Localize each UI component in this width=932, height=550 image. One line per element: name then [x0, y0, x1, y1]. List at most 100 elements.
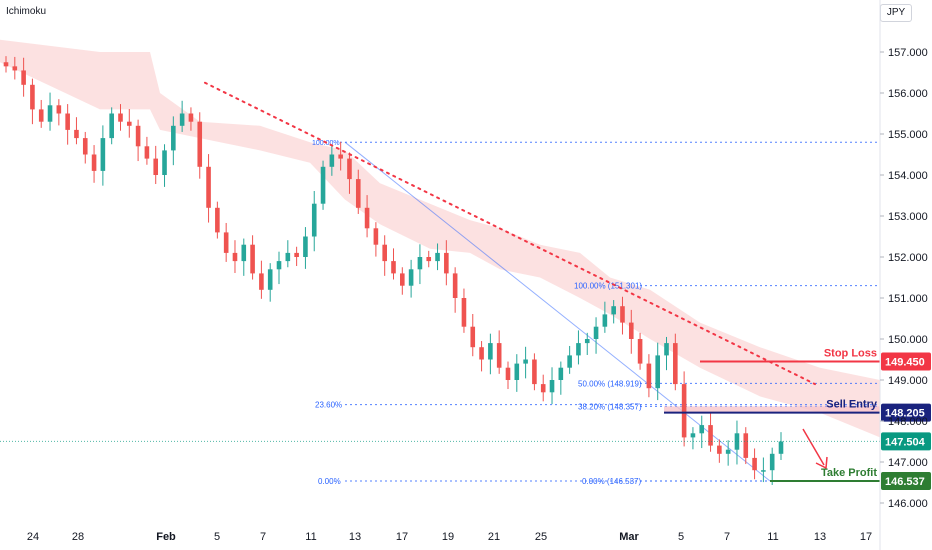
arrow-head-icon [815, 456, 828, 470]
candle-body [126, 121, 132, 126]
candle-body [778, 441, 784, 454]
price-tick-label: 156.000 [888, 88, 928, 100]
price-tick-label: 148.000 [888, 416, 928, 428]
cloud-area [0, 39, 880, 438]
candle-body [74, 129, 79, 139]
candle-body [38, 109, 44, 122]
date-tick-label: 19 [442, 531, 454, 543]
level-price-text-1: 148.205 [885, 408, 925, 420]
price-tick-label: 151.000 [888, 293, 928, 305]
candle-body [82, 138, 88, 155]
candle-body [761, 470, 766, 472]
fib-label: 23.60% [315, 401, 342, 410]
date-tick-label: 24 [27, 531, 39, 543]
candle-body [329, 154, 335, 167]
candle-body [532, 359, 537, 385]
candle-body [558, 367, 564, 380]
down-arrow-icon [802, 428, 825, 466]
date-tick-label: Mar [619, 531, 639, 543]
candle-body [118, 113, 123, 122]
candle-body [743, 433, 749, 458]
candle-body [382, 244, 387, 262]
level-label-0: Stop Loss [824, 348, 877, 360]
price-tick-label: 157.000 [888, 47, 928, 59]
price-tick-label: 146.000 [888, 498, 928, 510]
date-tick-label: 7 [260, 531, 266, 543]
candle-body [488, 343, 493, 360]
candle-body [470, 326, 476, 348]
candle-body [699, 425, 705, 434]
candle-body [30, 84, 35, 110]
candle-body [514, 363, 520, 380]
price-tick-label: 154.000 [888, 170, 928, 182]
last-price-tag [881, 432, 931, 451]
candle-body [311, 203, 317, 237]
date-tick-label: 28 [72, 531, 84, 543]
candle-body [285, 252, 291, 262]
trade-levels[interactable]: Stop Loss 149.450 Sell Entry 148.205 Take Pr… [0, 348, 931, 490]
candle-body [479, 347, 484, 360]
candle-body [637, 339, 643, 364]
fib-diagonal [344, 141, 771, 482]
candle-body [426, 257, 432, 262]
candle-body [505, 367, 511, 380]
candle-body [109, 113, 114, 139]
date-tick-label: 17 [860, 531, 872, 543]
fib-label: 38.20% (148.357) [578, 402, 642, 411]
candle-body [206, 166, 211, 208]
candle-body [179, 113, 185, 126]
candle-body [320, 166, 326, 204]
candle-body [549, 380, 555, 393]
candle-body [576, 343, 581, 356]
candle-body [628, 322, 634, 339]
candle-body [584, 339, 590, 344]
date-tick-label: 17 [396, 531, 408, 543]
candle-body [135, 125, 141, 147]
candle-body [153, 158, 159, 175]
candle-body [347, 158, 352, 180]
fib-label: 100.00% (151.301) [574, 282, 642, 291]
candle-body [56, 105, 62, 114]
candle-body [3, 62, 9, 67]
fib-label: 100.00% [312, 140, 340, 147]
fib-label: 0.00% [318, 477, 341, 486]
candle-body [294, 252, 299, 257]
candle-body [540, 384, 546, 393]
candle-body [717, 445, 722, 454]
indicator-label: Ichimoku [6, 6, 47, 17]
level-price-tag-2 [881, 471, 931, 490]
entry-zone [664, 406, 880, 413]
candle-body [400, 273, 405, 286]
fib-label: 50.00% (148.919) [578, 379, 642, 388]
candle-body [444, 252, 449, 274]
candle-body [646, 363, 652, 389]
candle-body [602, 314, 608, 327]
candle-body [188, 113, 194, 122]
candle-body [664, 343, 669, 356]
level-price-tag-1 [881, 403, 931, 422]
candle-body [364, 207, 370, 229]
candle-body [690, 433, 696, 438]
candle-body [215, 207, 220, 233]
candle-body [620, 306, 625, 323]
time-axis[interactable]: 24 28 Feb 5 7 11 13 17 19 21 25 Mar 5 7 11 13 17 [27, 531, 872, 543]
candle-body [303, 236, 308, 257]
candle-body [417, 257, 423, 270]
candle-body [734, 433, 740, 450]
price-axis[interactable]: 157.000 156.000 155.000 154.000 153.000 152.0… [879, 0, 928, 550]
candle-body [452, 273, 458, 298]
candle-body [725, 449, 731, 454]
date-tick-label: 13 [814, 531, 826, 543]
trendline[interactable] [204, 81, 828, 470]
price-tick-label: 153.000 [888, 211, 928, 223]
date-tick-label: 21 [488, 531, 500, 543]
candle-body [250, 244, 255, 274]
candle-body [12, 66, 18, 71]
candle-body [100, 138, 106, 171]
candle-body [708, 425, 713, 446]
candle-body [655, 355, 661, 389]
candle-body [593, 326, 599, 339]
resistance-trendline [204, 81, 816, 386]
date-tick-label: 5 [678, 531, 684, 543]
